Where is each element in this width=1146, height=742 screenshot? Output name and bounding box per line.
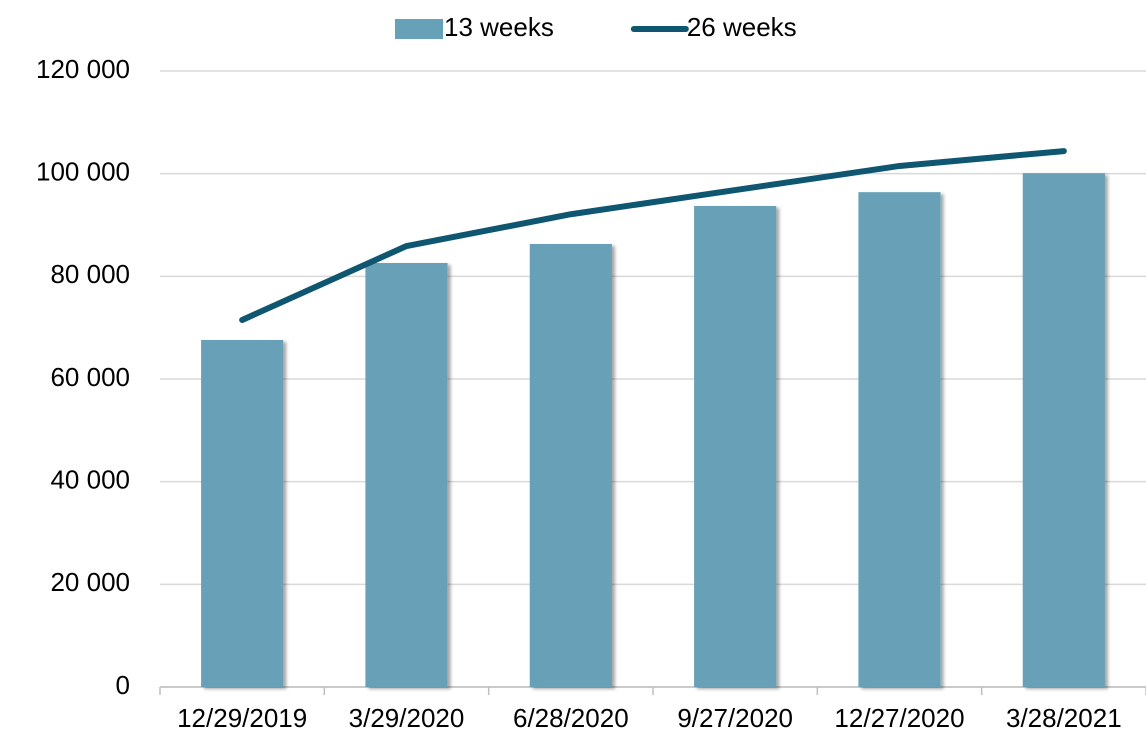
y-tick-label: 100 000 bbox=[36, 157, 130, 187]
bar bbox=[1022, 173, 1105, 688]
bar bbox=[201, 339, 284, 687]
bar bbox=[529, 243, 612, 687]
legend-label: 13 weeks bbox=[444, 12, 554, 42]
y-tick-label: 40 000 bbox=[50, 465, 130, 495]
bar bbox=[858, 192, 941, 687]
y-tick-label: 20 000 bbox=[50, 567, 130, 597]
y-tick-label: 80 000 bbox=[50, 259, 130, 289]
x-tick-label: 6/28/2020 bbox=[513, 703, 629, 733]
x-tick-label: 12/29/2019 bbox=[177, 703, 307, 733]
line bbox=[239, 148, 1067, 323]
legend-label: 26 weeks bbox=[687, 12, 797, 42]
x-tick-label: 12/27/2020 bbox=[834, 703, 964, 733]
y-tick-label: 0 bbox=[116, 670, 130, 700]
y-tick-label: 60 000 bbox=[50, 362, 130, 392]
x-tick-label: 3/29/2020 bbox=[349, 703, 465, 733]
legend-swatch bbox=[395, 19, 443, 39]
bar bbox=[365, 262, 448, 687]
y-tick-label: 120 000 bbox=[36, 54, 130, 84]
x-tick-label: 9/27/2020 bbox=[677, 703, 793, 733]
bar bbox=[694, 206, 777, 688]
x-tick-label: 3/28/2021 bbox=[1006, 703, 1122, 733]
